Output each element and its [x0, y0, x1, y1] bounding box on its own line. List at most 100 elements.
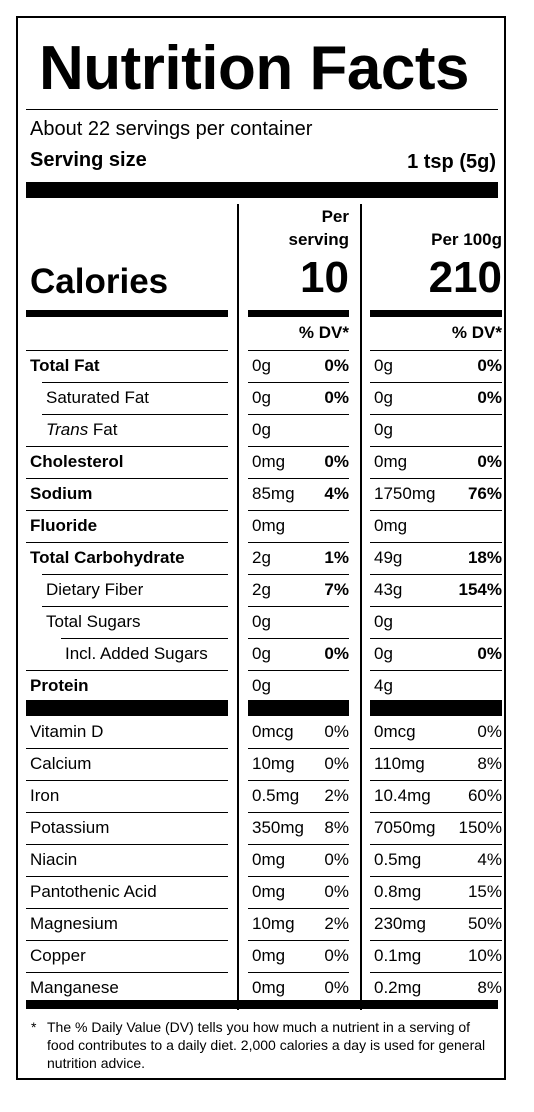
vitamin-divider-per100 [370, 780, 502, 781]
nutrition-facts-panel: Nutrition Facts About 22 servings per co… [16, 16, 506, 1080]
serving-dv-copper: 0% [324, 946, 349, 965]
row-label-magnesium: Magnesium [30, 914, 118, 933]
serving-dv-cholesterol: 0% [324, 452, 349, 471]
per100-amount-calcium: 110mg [374, 754, 425, 773]
serving-amount-pantothenic-acid: 0mg [252, 882, 286, 901]
vitamin-divider-serving [248, 940, 349, 941]
serving-amount-total-carbohydrate: 2g [252, 548, 271, 567]
per100-amount-potassium: 7050mg [374, 818, 436, 837]
serving-amount-iron: 0.5mg [252, 786, 300, 805]
serving-amount-copper: 0mg [252, 946, 286, 965]
calories-per100-value: 210 [428, 253, 502, 302]
row-label-manganese: Manganese [30, 978, 119, 997]
row-divider-per100 [370, 350, 502, 351]
row-divider-label [26, 670, 228, 671]
row-divider-per100 [370, 446, 502, 447]
serving-dv-niacin: 0% [324, 850, 349, 869]
row-divider-label [42, 382, 228, 383]
serving-amount-incl-added-sugars: 0g [252, 644, 271, 663]
row-divider-serving [248, 542, 349, 543]
per100-amount-sodium: 1750mg [374, 484, 436, 503]
serving-amount-potassium: 350mg [252, 818, 304, 837]
column-divider-per100 [360, 204, 362, 1010]
column-header-per100: Per 100g [370, 228, 502, 251]
footnote-text: The % Daily Value (DV) tells you how muc… [47, 1019, 486, 1071]
footnote: * The % Daily Value (DV) tells you how m… [31, 1018, 491, 1072]
serving-amount-calcium: 10mg [252, 754, 295, 773]
serving-amount-niacin: 0mg [252, 850, 286, 869]
serving-size-value: 1 tsp (5g) [407, 151, 496, 173]
vitamin-divider-label [26, 972, 228, 973]
per100-amount-saturated-fat: 0g [374, 388, 393, 407]
row-divider-label [26, 350, 228, 351]
column-header-serving-line2: serving [288, 230, 349, 249]
row-label-iron: Iron [30, 786, 60, 805]
row-divider-per100 [370, 478, 502, 479]
serving-amount-total-fat: 0g [252, 356, 271, 375]
serving-amount-sodium: 85mg [252, 484, 295, 503]
serving-dv-calcium: 0% [324, 754, 349, 773]
per100-dv-total-fat: 0% [477, 356, 502, 375]
vitamin-divider-per100 [370, 748, 502, 749]
serving-amount-fluoride: 0mg [252, 516, 286, 535]
serving-dv-incl-added-sugars: 0% [324, 644, 349, 663]
serving-dv-total-carbohydrate: 1% [324, 548, 349, 567]
vitamin-divider-per100 [370, 940, 502, 941]
row-divider-per100 [370, 638, 502, 639]
vitamin-divider-per100 [370, 844, 502, 845]
per100-amount-iron: 10.4mg [374, 786, 431, 805]
vitamin-divider-serving [248, 780, 349, 781]
row-label-vitamin-d: Vitamin D [30, 722, 104, 741]
row-divider-label [26, 542, 228, 543]
per100-amount-vitamin-d: 0mcg [374, 722, 416, 741]
serving-dv-iron: 2% [324, 786, 349, 805]
calories-bar-serving [248, 310, 349, 317]
vitamin-divider-serving [248, 908, 349, 909]
row-divider-serving [248, 414, 349, 415]
vitamin-divider-per100 [370, 972, 502, 973]
calories-label: Calories [30, 262, 169, 301]
per100-amount-manganese: 0.2mg [374, 978, 422, 997]
vitamin-divider-per100 [370, 876, 502, 877]
serving-amount-magnesium: 10mg [252, 914, 295, 933]
row-label-potassium: Potassium [30, 818, 110, 837]
serving-dv-sodium: 4% [324, 484, 349, 503]
vitamin-divider-label [26, 940, 228, 941]
serving-dv-potassium: 8% [324, 818, 349, 837]
row-label-niacin: Niacin [30, 850, 78, 869]
row-divider-label [42, 574, 228, 575]
row-divider-serving [248, 382, 349, 383]
per100-dv-iron: 60% [467, 786, 502, 805]
per100-amount-protein: 4g [374, 676, 393, 695]
per100-dv-manganese: 8% [477, 978, 502, 997]
per100-dv-saturated-fat: 0% [477, 388, 502, 407]
serving-size-label: Serving size [30, 149, 147, 171]
per100-dv-pantothenic-acid: 15% [467, 882, 502, 901]
title-divider [26, 109, 498, 110]
per100-amount-niacin: 0.5mg [374, 850, 422, 869]
row-divider-label [61, 638, 228, 639]
row-divider-serving [248, 350, 349, 351]
serving-amount-total-sugars: 0g [252, 612, 271, 631]
serving-dv-magnesium: 2% [324, 914, 349, 933]
vitamin-divider-serving [248, 812, 349, 813]
row-label-dietary-fiber: Dietary Fiber [46, 580, 144, 599]
vitamin-divider-per100 [370, 908, 502, 909]
row-label-trans-fat: Trans Fat [46, 420, 118, 440]
dv-header-per100: % DV* [451, 323, 502, 342]
row-divider-serving [248, 478, 349, 479]
row-label-sodium: Sodium [30, 484, 93, 503]
per100-dv-cholesterol: 0% [477, 452, 502, 471]
per100-amount-total-fat: 0g [374, 356, 393, 375]
per100-dv-copper: 10% [467, 946, 502, 965]
serving-amount-dietary-fiber: 2g [252, 580, 271, 599]
vitamin-divider-label [26, 876, 228, 877]
row-divider-serving [248, 606, 349, 607]
row-label-calcium: Calcium [30, 754, 92, 773]
serving-amount-vitamin-d: 0mcg [252, 722, 294, 741]
row-divider-label [42, 414, 228, 415]
serving-dv-saturated-fat: 0% [324, 388, 349, 407]
panel-title: Nutrition Facts [39, 34, 469, 103]
row-divider-per100 [370, 382, 502, 383]
per100-dv-incl-added-sugars: 0% [477, 644, 502, 663]
